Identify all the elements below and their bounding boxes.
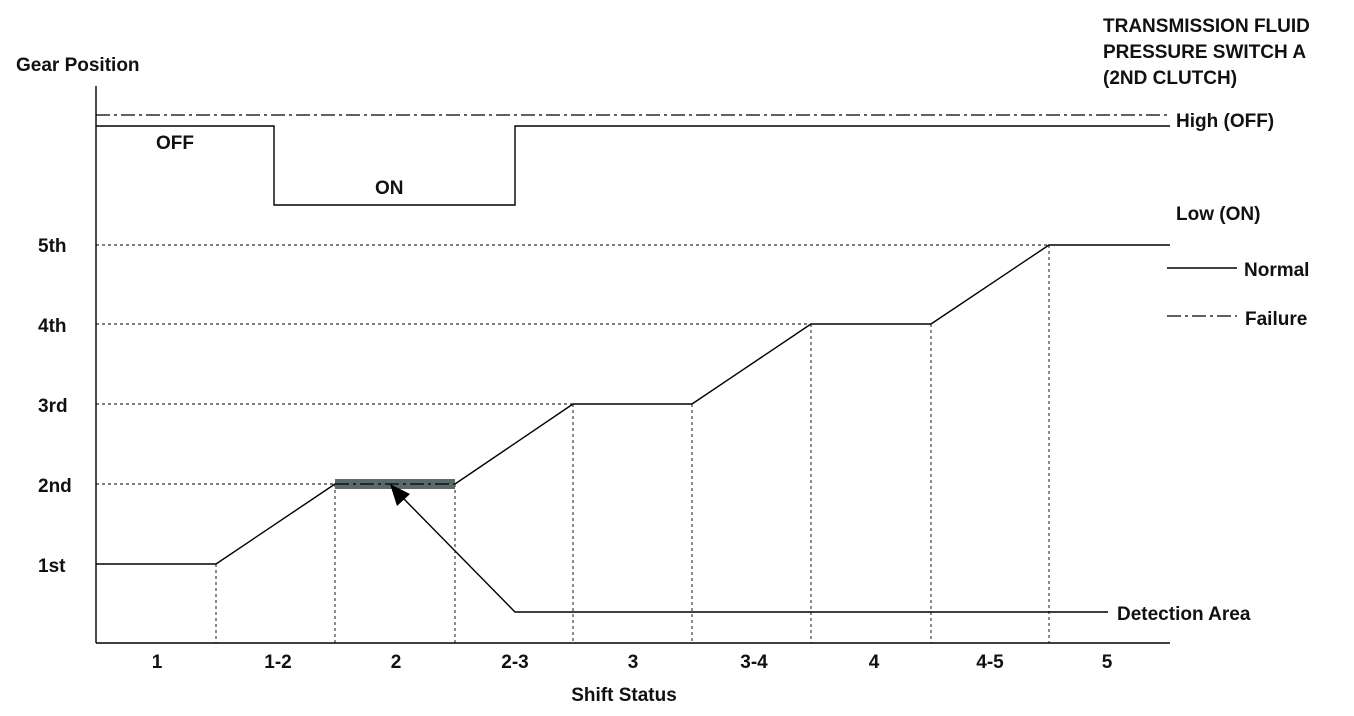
switch-title-line-1: TRANSMISSION FLUID xyxy=(1103,16,1310,37)
detection-leader-line xyxy=(403,498,1108,613)
shift-label-4: 4 xyxy=(869,652,880,673)
legend-normal-label: Normal xyxy=(1244,260,1309,281)
gear-label-2nd: 2nd xyxy=(38,476,72,497)
gear-label-5th: 5th xyxy=(38,236,67,257)
switch-title-line-2: PRESSURE SWITCH A xyxy=(1103,42,1306,63)
shift-label-4-5: 4-5 xyxy=(976,652,1004,673)
gear-position-line xyxy=(96,244,1170,565)
shift-label-2: 2 xyxy=(391,652,402,673)
gear-label-1st: 1st xyxy=(38,556,66,577)
shift-label-3: 3 xyxy=(628,652,639,673)
switch-normal-waveform xyxy=(96,125,1170,206)
y-axis-label: Gear Position xyxy=(16,55,140,76)
switch-state-on: ON xyxy=(375,178,404,199)
level-high-label: High (OFF) xyxy=(1176,111,1274,132)
gear-label-4th: 4th xyxy=(38,316,67,337)
detection-arrowhead-icon xyxy=(390,484,410,506)
shift-label-5: 5 xyxy=(1102,652,1113,673)
switch-state-off: OFF xyxy=(156,133,194,154)
shift-label-1-2: 1-2 xyxy=(264,652,291,673)
legend-failure-label: Failure xyxy=(1245,309,1307,330)
x-axis-label: Shift Status xyxy=(571,685,677,706)
level-low-label: Low (ON) xyxy=(1176,204,1260,225)
shift-label-2-3: 2-3 xyxy=(501,652,528,673)
detection-area-label: Detection Area xyxy=(1117,604,1251,625)
shift-label-3-4: 3-4 xyxy=(740,652,768,673)
gear-label-3rd: 3rd xyxy=(38,396,68,417)
shift-label-1: 1 xyxy=(152,652,163,673)
switch-title-line-3: (2ND CLUTCH) xyxy=(1103,68,1237,89)
